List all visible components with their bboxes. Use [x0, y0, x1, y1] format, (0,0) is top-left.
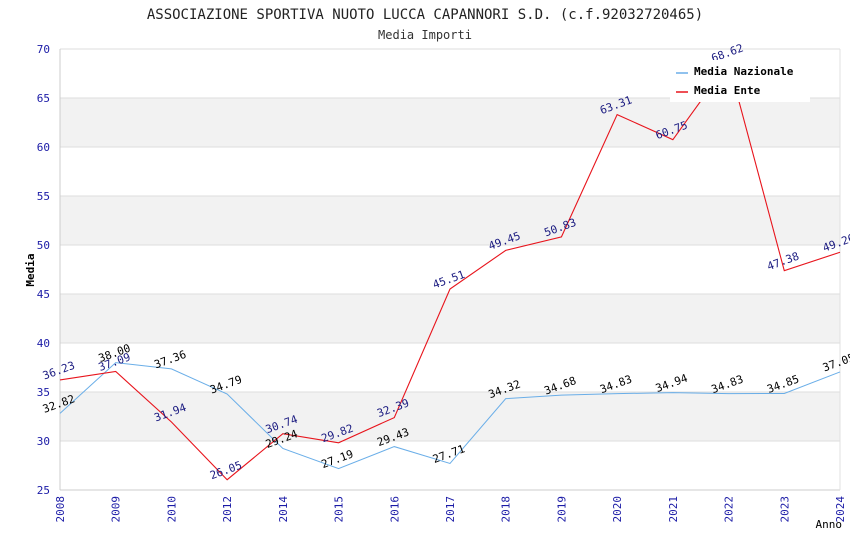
x-tick-label: 2019: [555, 496, 568, 523]
y-tick-label: 70: [37, 43, 50, 56]
band: [60, 294, 840, 343]
chart-title: ASSOCIAZIONE SPORTIVA NUOTO LUCCA CAPANN…: [147, 7, 703, 23]
data-label-media-nazionale: 27.19: [320, 447, 356, 471]
x-axis-label: Anno: [816, 518, 843, 531]
legend-box: [670, 60, 810, 102]
legend-label-media-nazionale: Media Nazionale: [694, 65, 794, 78]
x-tick-label: 2010: [165, 496, 178, 523]
x-tick-label: 2009: [110, 496, 123, 523]
axes: [59, 49, 841, 491]
y-axis-label: Media: [24, 253, 37, 286]
x-tick-label: 2012: [221, 496, 234, 523]
x-tick-label: 2015: [333, 496, 346, 523]
data-label-media-nazionale: 37.36: [152, 348, 188, 372]
y-tick-label: 30: [37, 435, 50, 448]
y-tick-label: 55: [37, 190, 50, 203]
data-label-media-ente: 36.23: [41, 359, 77, 383]
y-tick-label: 45: [37, 288, 50, 301]
band: [60, 98, 840, 147]
y-tick-label: 65: [37, 92, 50, 105]
y-tick-label: 50: [37, 239, 50, 252]
plot-background-bands: [60, 98, 840, 441]
data-label-media-nazionale: 27.71: [431, 442, 467, 466]
band: [60, 196, 840, 245]
legend: Media Nazionale Media Ente: [670, 60, 810, 102]
x-tick-label: 2008: [54, 496, 67, 523]
y-tick-label: 35: [37, 386, 50, 399]
x-tick-label: 2022: [723, 496, 736, 523]
x-tick-labels: 2008 2009 2010 2012 2014 2015 2016 2017 2018 2019…: [54, 496, 847, 523]
x-tick-label: 2018: [500, 496, 513, 523]
x-tick-label: 2020: [611, 496, 624, 523]
x-tick-label: 2014: [277, 496, 290, 523]
series-line-media-nazionale: [59, 362, 841, 470]
legend-label-media-ente: Media Ente: [694, 84, 761, 97]
data-label-media-ente: 45.51: [431, 268, 467, 292]
x-tick-label: 2021: [667, 496, 680, 523]
x-tick-label: 2017: [444, 496, 457, 523]
data-label-media-nazionale: 37.05: [821, 351, 850, 375]
x-tick-label: 2023: [778, 496, 791, 523]
band: [60, 392, 840, 441]
x-tick-label: 2016: [388, 496, 401, 523]
chart-subtitle: Media Importi: [378, 28, 472, 42]
y-tick-labels: 25 30 35 40 45 50 55 60 65 70: [37, 43, 50, 497]
data-label-media-ente: 47.38: [765, 250, 801, 274]
y-tick-label: 40: [37, 337, 50, 350]
y-tick-label: 60: [37, 141, 50, 154]
x-tick-label: 2024: [834, 496, 847, 523]
y-tick-label: 25: [37, 484, 50, 497]
